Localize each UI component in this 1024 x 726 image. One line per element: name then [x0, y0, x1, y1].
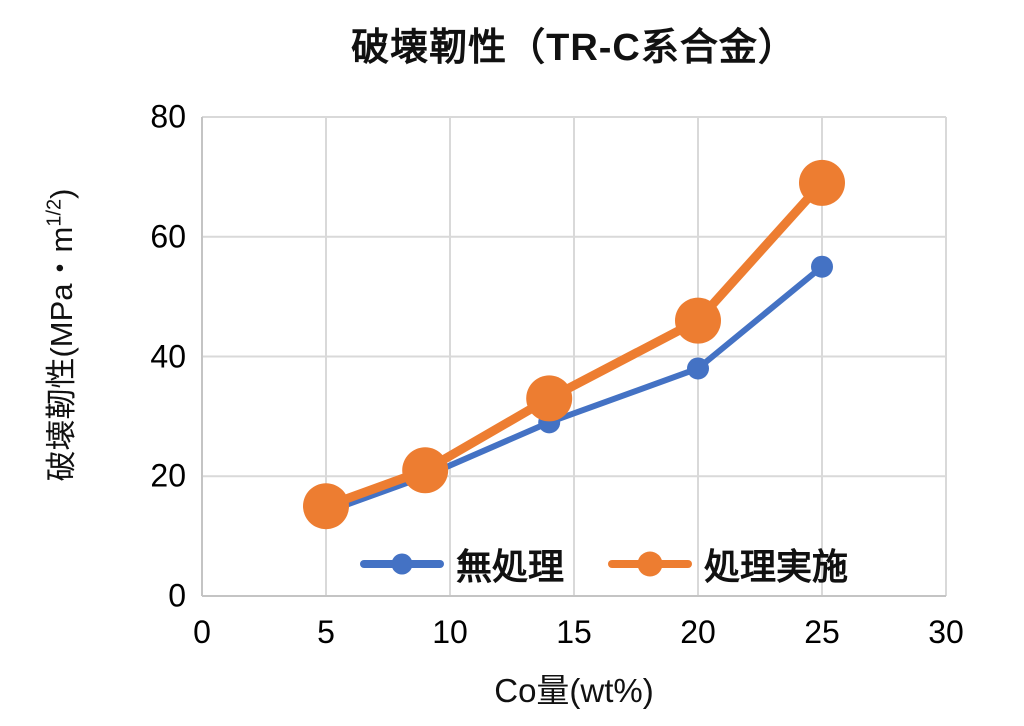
data-point-treated	[799, 159, 845, 206]
x-tick-label: 20	[680, 614, 716, 650]
legend-marker-untreated	[360, 543, 444, 585]
y-tick-label: 40	[150, 338, 186, 374]
y-tick-label: 20	[150, 457, 186, 494]
chart-title: 破壊靭性（TR-C系合金）	[351, 27, 797, 69]
y-tick-label: 80	[150, 98, 186, 135]
legend-label-treated: 処理実施	[704, 546, 849, 587]
data-point-untreated	[811, 255, 833, 278]
x-tick-label: 5	[317, 614, 335, 650]
data-point-untreated	[687, 357, 709, 380]
legend-marker-treated	[608, 543, 692, 585]
x-tick-label: 10	[432, 614, 468, 650]
legend-item-treated: 処理実施	[608, 543, 848, 587]
x-tick-label: 15	[556, 614, 592, 650]
x-tick-label: 0	[193, 614, 211, 650]
x-tick-label: 30	[928, 614, 964, 650]
legend-label-untreated: 無処理	[456, 546, 565, 587]
data-point-treated	[675, 297, 721, 344]
y-tick-label: 0	[168, 577, 186, 614]
x-tick-label: 25	[804, 614, 840, 650]
data-point-treated	[402, 447, 449, 494]
x-axis-ticks: 0 5 10 15 20 25 30	[0, 614, 1024, 654]
data-point-treated	[526, 375, 573, 422]
y-tick-label: 60	[150, 218, 186, 255]
x-axis-title: Co量(wt%)	[494, 672, 654, 709]
legend-dot-untreated	[391, 553, 413, 575]
y-axis-ticks: 0 20 40 60 80	[0, 0, 188, 726]
data-point-treated	[303, 483, 349, 530]
legend-item-untreated: 無処理	[360, 543, 564, 587]
legend-dot-treated	[637, 551, 663, 577]
